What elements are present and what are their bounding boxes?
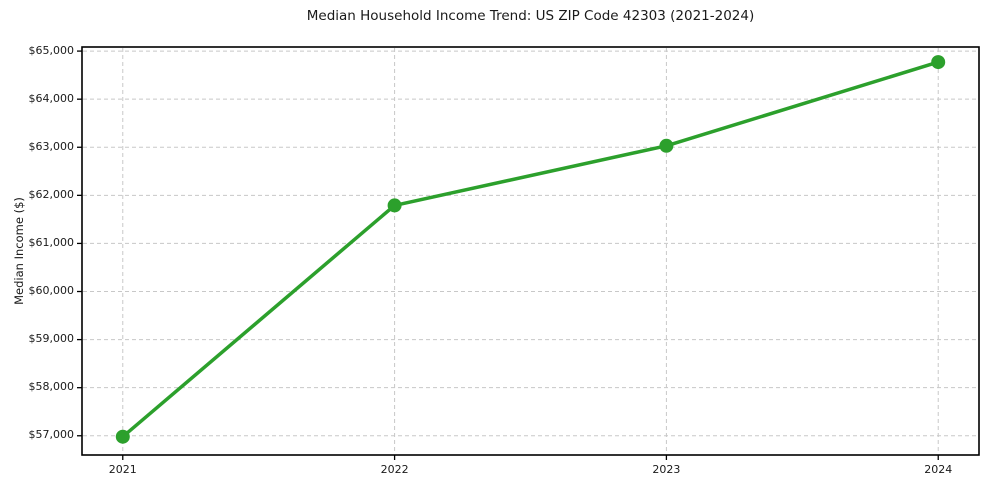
chart-title: Median Household Income Trend: US ZIP Co… — [306, 8, 755, 24]
x-tick-label: 2022 — [380, 463, 409, 476]
x-tick-label: 2024 — [924, 463, 953, 476]
data-point-marker — [387, 198, 402, 213]
x-tick-label: 2021 — [108, 463, 137, 476]
axis-tick-marks — [77, 50, 939, 460]
y-tick-label: $64,000 — [28, 91, 75, 105]
plot-border — [81, 46, 980, 456]
data-point-marker — [931, 55, 946, 70]
y-tick-label: $57,000 — [28, 428, 75, 442]
y-tick-label: $58,000 — [28, 380, 75, 394]
data-point-marker — [659, 138, 674, 153]
gridlines — [83, 48, 978, 454]
y-tick-label: $61,000 — [28, 235, 75, 249]
y-tick-label: $65,000 — [28, 43, 75, 57]
y-tick-label: $63,000 — [28, 139, 75, 153]
y-tick-label: $60,000 — [28, 284, 75, 297]
data-point-marker — [115, 429, 130, 444]
y-tick-label: $59,000 — [28, 332, 75, 346]
y-tick-label: $62,000 — [28, 187, 75, 201]
trend-line — [121, 60, 940, 439]
x-tick-label: 2023 — [652, 463, 681, 476]
